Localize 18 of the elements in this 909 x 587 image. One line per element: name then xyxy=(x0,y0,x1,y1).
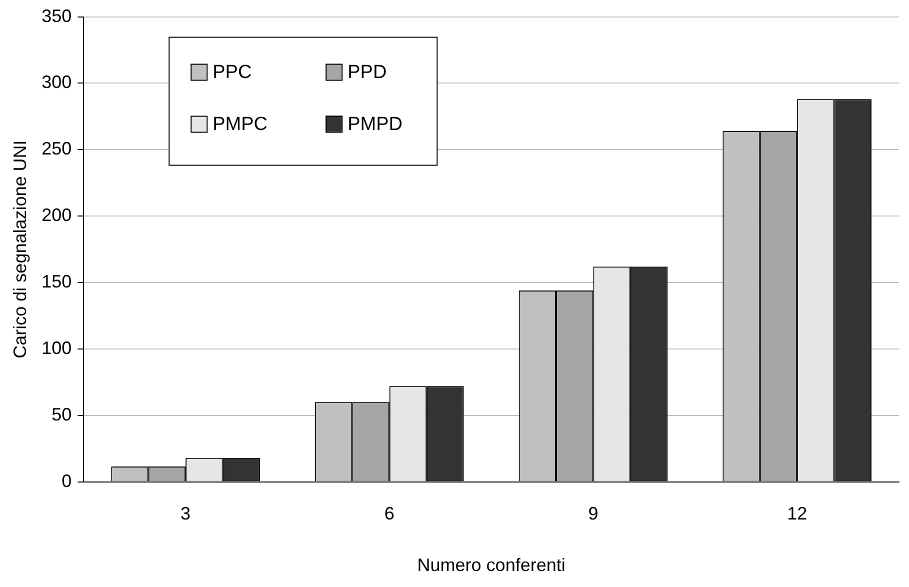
x-tick-label: 12 xyxy=(787,504,808,524)
legend-label: PPD xyxy=(348,62,387,84)
y-tick-label: 300 xyxy=(42,72,72,92)
y-tick-label: 150 xyxy=(42,271,72,292)
legend-label: PMPD xyxy=(348,114,403,136)
x-tick-label: 6 xyxy=(384,504,394,524)
y-tick-label: 200 xyxy=(42,205,72,226)
y-tick-label: 350 xyxy=(42,6,72,26)
x-axis-title: Numero conferenti xyxy=(417,555,566,576)
y-tick-label: 50 xyxy=(52,404,72,424)
legend-label: PMPC xyxy=(212,114,268,136)
legend-label: PPC xyxy=(212,62,252,84)
y-axis-title: Carico di segnalazione UNI xyxy=(10,140,30,358)
y-tick-label: 100 xyxy=(42,338,72,358)
y-tick-label: 0 xyxy=(62,470,72,491)
x-tick-label: 3 xyxy=(180,504,191,524)
x-tick-label: 9 xyxy=(588,504,598,524)
y-tick-label: 250 xyxy=(42,138,72,159)
